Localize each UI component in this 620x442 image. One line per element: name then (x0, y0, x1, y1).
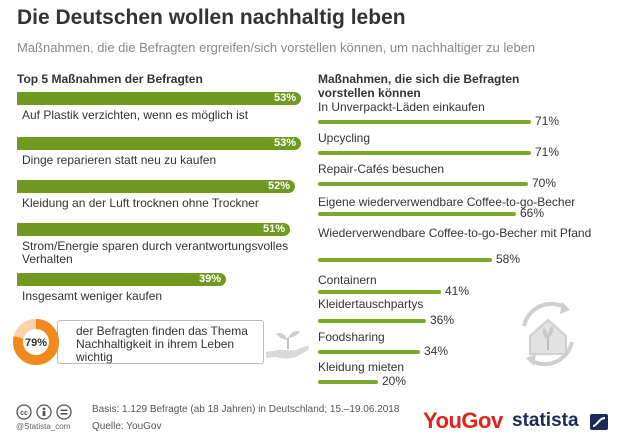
right-bar-category: Upcycling (318, 131, 371, 145)
right-bar-category: Foodsharing (318, 330, 385, 344)
right-bar-category: Kleidertauschpartys (318, 297, 424, 311)
yougov-logo: YouGov (423, 408, 503, 433)
page-subtitle: Maßnahmen, die die Befragten ergreifen/s… (17, 40, 536, 55)
eco-house-icon (522, 301, 574, 367)
statista-logo: statista (512, 410, 579, 431)
right-bar-category: Kleidung mieten (318, 360, 405, 374)
cc-icon: cc (16, 404, 32, 420)
right-bar-value: 66% (520, 206, 545, 220)
callout-text: der Befragten finden das Thema Nachhalti… (76, 324, 248, 364)
left-bar: 53% (17, 92, 301, 105)
left-bar-value: 51% (262, 223, 285, 235)
right-bar-value: 20% (382, 374, 407, 388)
left-bar-category: Dinge reparieren statt neu zu kaufen (22, 153, 217, 167)
right-bar (318, 120, 531, 124)
right-bar (318, 258, 492, 262)
left-bar-value: 53% (273, 92, 296, 104)
right-bar-value: 70% (532, 176, 557, 190)
license-icons: cc (16, 404, 72, 420)
left-bar-value: 53% (273, 137, 296, 149)
left-bar-category: Kleidung an der Luft trocknen ohne Trock… (22, 196, 259, 210)
right-bar-value: 71% (535, 114, 560, 128)
page-title: Die Deutschen wollen nachhaltig leben (17, 6, 406, 29)
footer-credit: @Statista_com (16, 422, 71, 431)
left-bar-value: 52% (267, 180, 290, 192)
footer-source: Quelle: YouGov (92, 421, 162, 432)
right-bar-category: Eigene wiederverwendbare Coffee-to-go-Be… (318, 195, 576, 209)
statista-logo-icon (590, 414, 608, 430)
right-bar-category: Wiederverwendbare Coffee-to-go-Becher mi… (318, 226, 592, 240)
left-bar: 51% (17, 223, 290, 236)
right-bar-value: 71% (535, 145, 560, 159)
right-bar (318, 319, 426, 323)
right-bar-value: 58% (496, 252, 521, 266)
right-bar (318, 350, 420, 354)
right-bar (318, 380, 378, 384)
left-bar: 53% (17, 137, 301, 150)
left-bar: 39% (17, 273, 226, 286)
right-chart-title: Maßnahmen, die sich die Befragten vorste… (318, 72, 520, 100)
svg-text:cc: cc (20, 410, 28, 417)
right-bar-category: In Unverpackt-Läden einkaufen (318, 100, 485, 114)
right-bar (318, 182, 528, 186)
right-bar-category: Repair-Cafés besuchen (318, 162, 445, 176)
left-bar-category: Insgesamt weniger kaufen (22, 289, 163, 303)
right-bar-value: 36% (430, 313, 455, 327)
left-chart-title: Top 5 Maßnahmen der Befragten (17, 72, 203, 86)
hand-plant-icon (266, 330, 310, 359)
donut-value: 79% (25, 337, 47, 349)
right-bar-category: Containern (318, 273, 377, 287)
donut-fill (13, 319, 59, 365)
by-icon (36, 404, 52, 420)
right-bar (318, 290, 441, 294)
equals-icon (56, 404, 72, 420)
left-bar-category: Auf Plastik verzichten, wenn es möglich … (22, 108, 249, 122)
right-bar-value: 41% (445, 284, 470, 298)
footer-basis: Basis: 1.129 Befragte (ab 18 Jahren) in … (92, 404, 400, 415)
callout-box (57, 320, 264, 364)
right-bar (318, 151, 531, 155)
right-bar (318, 212, 516, 216)
left-bar-category: Strom/Energie sparen durch verantwortung… (22, 239, 289, 266)
donut-chart: 79% (13, 319, 59, 365)
left-bar-value: 39% (198, 273, 221, 285)
right-bar-value: 34% (424, 344, 449, 358)
left-bar: 52% (17, 180, 295, 193)
